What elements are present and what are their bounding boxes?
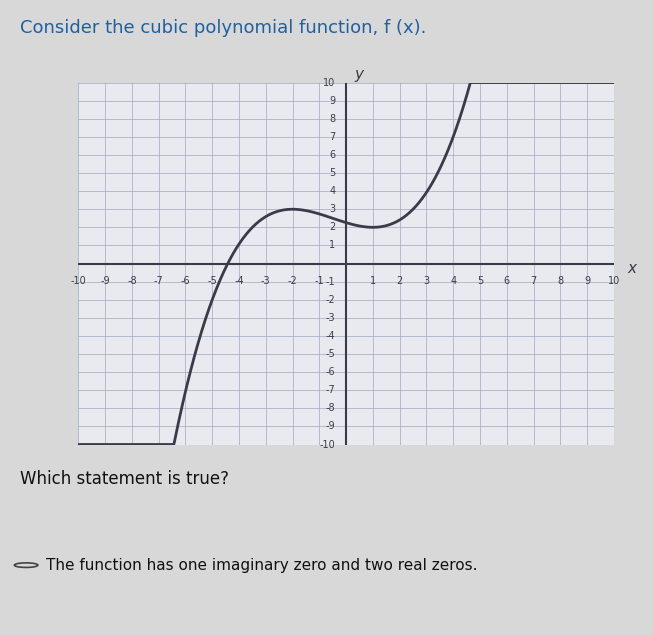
Text: -1: -1 xyxy=(326,277,336,286)
Text: -1: -1 xyxy=(315,276,324,286)
Text: 9: 9 xyxy=(329,96,336,105)
Text: -8: -8 xyxy=(127,276,136,286)
Text: -3: -3 xyxy=(326,313,336,323)
Text: 4: 4 xyxy=(329,186,336,196)
Text: -3: -3 xyxy=(261,276,270,286)
Text: 4: 4 xyxy=(450,276,456,286)
Text: -8: -8 xyxy=(326,403,336,413)
Text: -2: -2 xyxy=(288,276,297,286)
Text: 1: 1 xyxy=(329,241,336,250)
Text: 2: 2 xyxy=(396,276,403,286)
Text: 7: 7 xyxy=(530,276,537,286)
Text: -4: -4 xyxy=(234,276,244,286)
Text: 5: 5 xyxy=(477,276,483,286)
Text: 3: 3 xyxy=(329,204,336,214)
Text: The function has one imaginary zero and two real zeros.: The function has one imaginary zero and … xyxy=(46,558,477,573)
Text: Which statement is true?: Which statement is true? xyxy=(20,470,229,488)
Text: -10: -10 xyxy=(71,276,86,286)
Text: 3: 3 xyxy=(423,276,430,286)
Text: 9: 9 xyxy=(584,276,590,286)
Text: 6: 6 xyxy=(329,150,336,160)
Text: 10: 10 xyxy=(608,276,620,286)
Text: -7: -7 xyxy=(154,276,163,286)
Text: 7: 7 xyxy=(329,132,336,142)
Text: -5: -5 xyxy=(326,349,336,359)
Text: 6: 6 xyxy=(503,276,510,286)
Text: y: y xyxy=(354,67,363,82)
Text: 8: 8 xyxy=(557,276,564,286)
Text: -6: -6 xyxy=(181,276,190,286)
Text: -2: -2 xyxy=(326,295,336,305)
Text: 1: 1 xyxy=(370,276,376,286)
Text: x: x xyxy=(627,260,636,276)
Text: -5: -5 xyxy=(208,276,217,286)
Text: -6: -6 xyxy=(326,367,336,377)
Text: 5: 5 xyxy=(329,168,336,178)
Text: -9: -9 xyxy=(101,276,110,286)
Text: 10: 10 xyxy=(323,77,336,88)
Text: -7: -7 xyxy=(326,385,336,395)
Text: -4: -4 xyxy=(326,331,336,341)
Text: Consider the cubic polynomial function, f (x).: Consider the cubic polynomial function, … xyxy=(20,19,426,37)
Text: -9: -9 xyxy=(326,422,336,431)
Text: 2: 2 xyxy=(329,222,336,232)
Text: 8: 8 xyxy=(329,114,336,124)
Text: -10: -10 xyxy=(319,439,336,450)
